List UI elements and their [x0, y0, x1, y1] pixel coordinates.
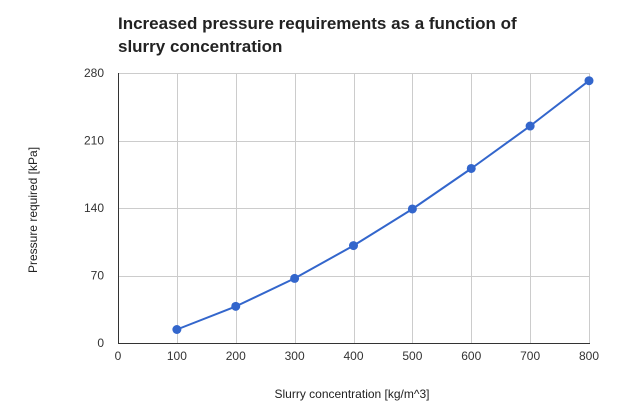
grid-lines: [118, 73, 590, 343]
data-point[interactable]: [525, 121, 535, 131]
series-line: [176, 79, 590, 331]
data-point[interactable]: [584, 76, 594, 86]
x-tick-label: 400: [343, 349, 363, 363]
y-tick-label: 140: [84, 201, 104, 215]
data-point[interactable]: [349, 241, 358, 251]
x-tick-label: 500: [402, 349, 422, 363]
x-tick-label: 800: [579, 349, 599, 363]
y-axis-label: Pressure required [kPa]: [26, 147, 40, 273]
x-tick-label: 0: [115, 349, 122, 363]
data-point[interactable]: [407, 204, 417, 214]
chart-title: Increased pressure requirements as a fun…: [118, 14, 517, 56]
x-tick-label: 200: [226, 349, 246, 363]
axes: [118, 73, 590, 344]
data-point[interactable]: [290, 273, 300, 283]
x-tick-label: 300: [285, 349, 305, 363]
data-point[interactable]: [172, 325, 182, 334]
x-tick-label: 100: [167, 349, 187, 363]
y-tick-label: 280: [84, 66, 104, 80]
y-tick-labels: 0 70 140 210 280: [84, 66, 104, 350]
x-tick-label: 700: [520, 349, 540, 363]
y-tick-label: 70: [91, 269, 105, 283]
data-point[interactable]: [466, 163, 476, 173]
data-point[interactable]: [231, 301, 241, 311]
x-tick-labels: 0 100 200 300 400 500 600 700 800: [115, 349, 600, 363]
x-axis-label: Slurry concentration [kg/m^3]: [274, 387, 429, 401]
y-tick-label: 210: [84, 134, 104, 148]
y-tick-label: 0: [97, 336, 104, 350]
x-tick-label: 600: [461, 349, 481, 363]
series: [172, 76, 594, 334]
